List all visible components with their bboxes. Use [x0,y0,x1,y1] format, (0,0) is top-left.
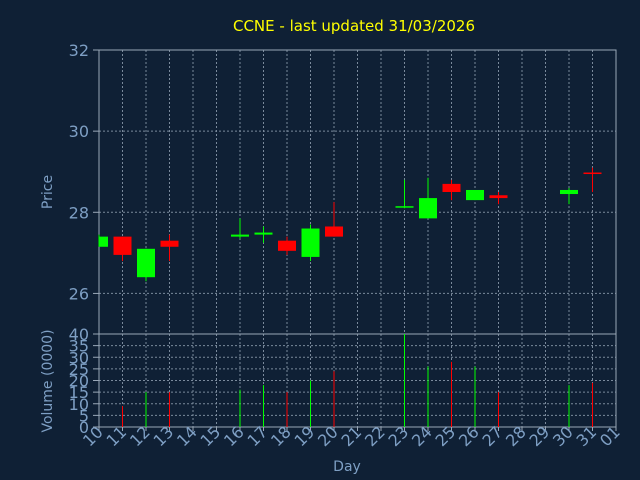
candle-body [560,189,578,195]
candle-body [466,189,484,201]
candlestick-series [98,167,602,282]
candle-body [489,195,508,199]
candle-body [160,240,179,247]
volume-tick-label: 15 [69,383,89,402]
candle-body [99,236,108,247]
price-grid [98,49,617,334]
candle-body [113,236,132,255]
volume-tick-label: 10 [69,395,89,414]
price-axis: 26 28 30 32 [69,41,99,303]
candle-body [395,206,414,208]
candle-body [325,226,343,237]
price-tick-label: 30 [69,122,89,141]
candle-body [231,234,249,237]
volume-tick-label: 0 [79,418,89,437]
candle-body [278,240,296,251]
candle-body [442,183,461,192]
volume-tick-label: 20 [69,372,89,391]
candle-body [583,172,602,175]
volume-tick-label: 5 [79,406,89,425]
chart-title: CCNE - last updated 31/03/2026 [233,17,475,35]
volume-axis-label: Volume (0000) [40,329,56,432]
candle-body [137,248,155,278]
volume-tick-label: 30 [69,348,89,367]
candle-body [254,232,273,235]
price-tick-label: 28 [69,203,89,222]
volume-tick-label: 35 [69,337,89,356]
price-tick-label: 32 [69,41,89,60]
volume-series [122,334,593,427]
volume-tick-label: 25 [69,360,89,379]
candle-body [301,228,320,257]
volume-tick-label: 40 [69,325,89,344]
day-axis-label: Day [333,459,361,475]
day-axis: 1011121314151617181920212223242526272829… [79,422,624,450]
price-axis-label: Price [40,175,56,209]
price-tick-label: 26 [69,284,89,303]
candle-body [419,198,437,219]
volume-grid [98,333,617,428]
